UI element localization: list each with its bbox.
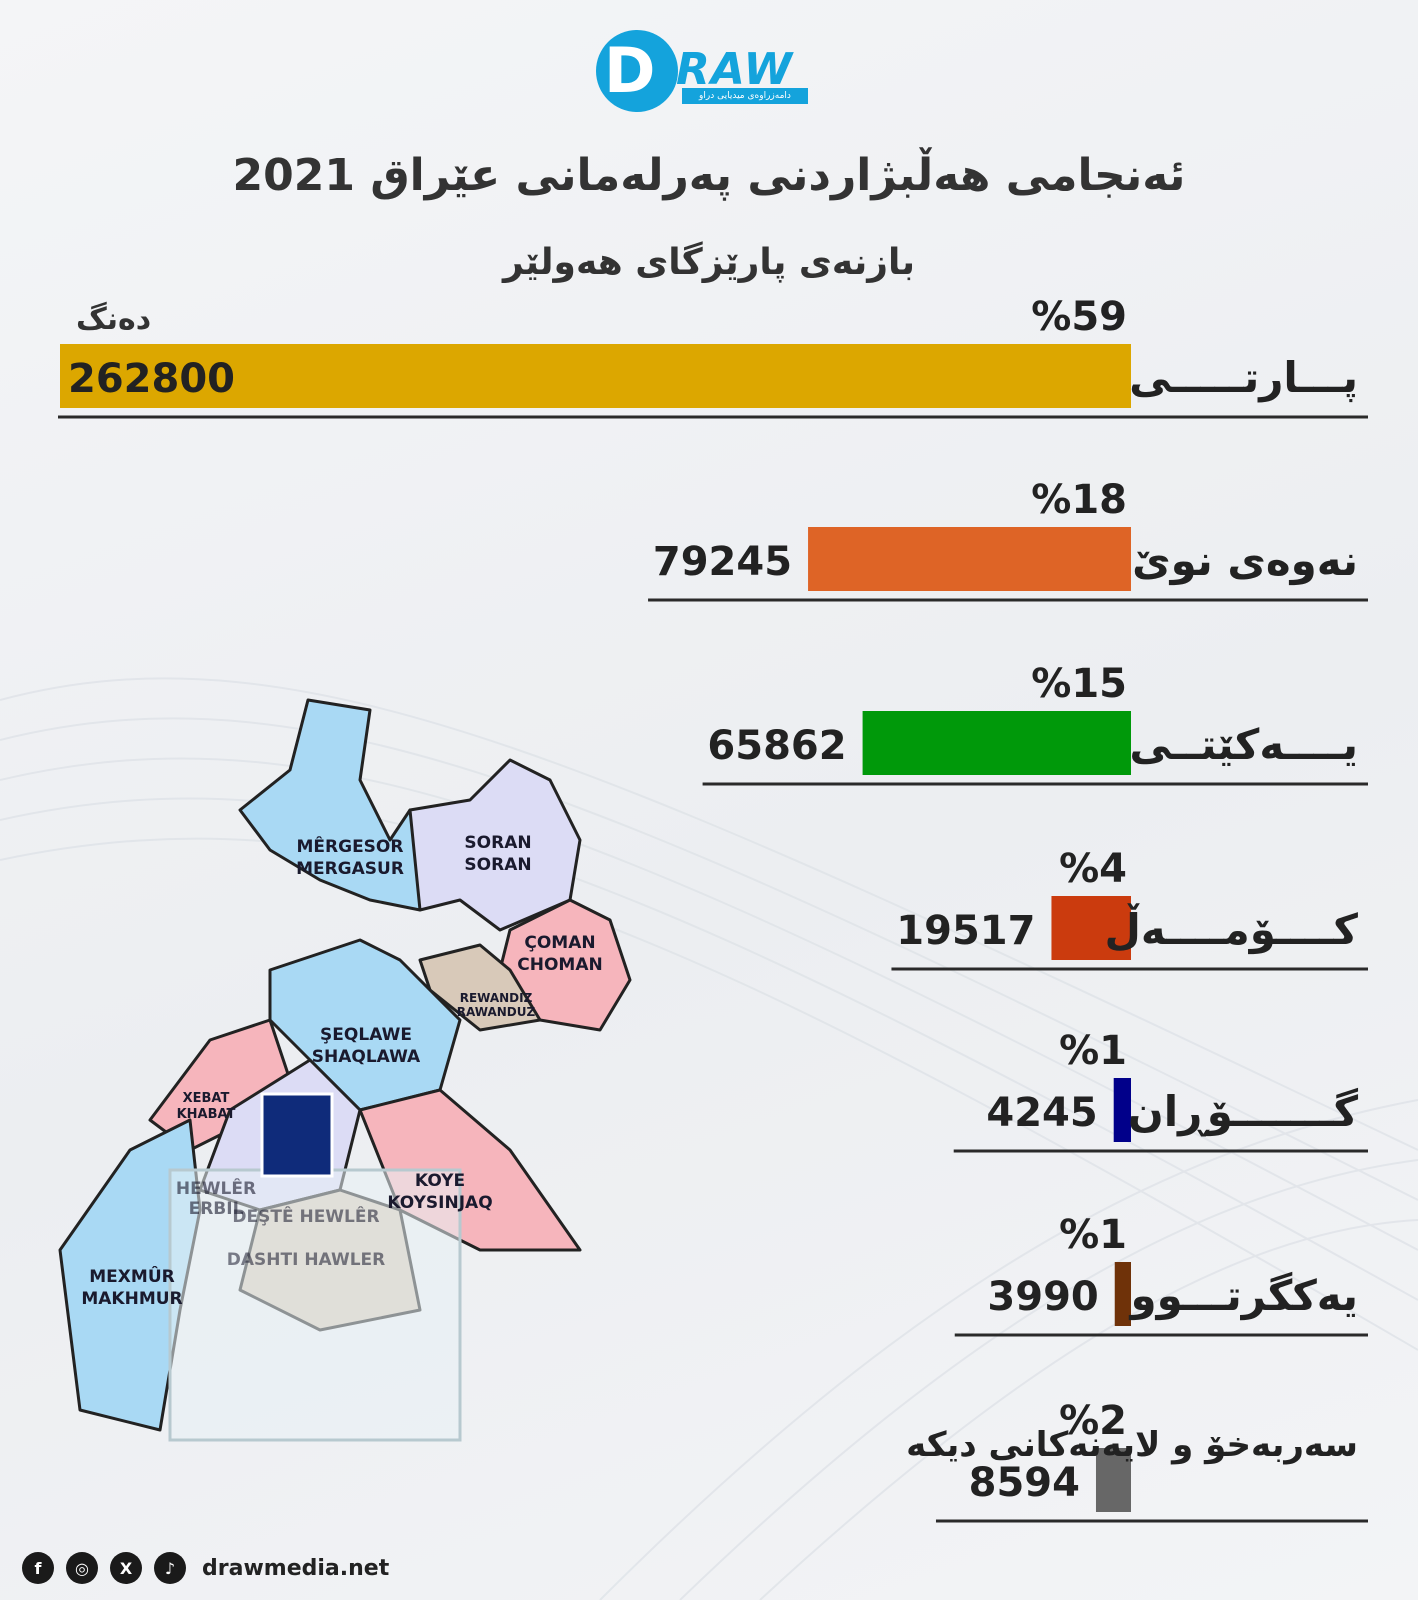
bar-5	[1114, 1262, 1131, 1326]
footer: f ◎ X ♪ drawmedia.net	[22, 1548, 389, 1588]
value-label-0: 262800	[68, 356, 235, 402]
map-label-shaqlawa: ŞEQLAWE	[320, 1025, 412, 1045]
map-label-mergasur: MÊRGESOR	[297, 835, 404, 857]
category-label-1: نەوەی نوێ	[1132, 536, 1358, 586]
map-label-makhmur: MEXMÛR	[89, 1265, 174, 1287]
ballot-box	[168, 1168, 462, 1442]
bar-2	[862, 711, 1131, 775]
map-label-rawanduz-en: RAWANDUZ	[457, 1005, 536, 1019]
map-label-koysinjaq-en: KOYSINJAQ	[387, 1193, 492, 1213]
value-label-4: 4245	[986, 1090, 1097, 1136]
category-label-3: کــــۆمــــەڵ	[1104, 903, 1358, 955]
value-label-5: 3990	[987, 1274, 1098, 1320]
map-label-dashti-hawler: DEŞTÊ HEWLÊR	[232, 1205, 379, 1227]
map-label-choman-en: CHOMAN	[517, 955, 602, 975]
logo-circle	[596, 30, 678, 112]
bar-1	[808, 527, 1131, 591]
page-subtitle: بازنەی پارێزگای هەولێر	[502, 242, 916, 283]
category-label-6: سەربەخۆ و لایەنەکانی دیکە	[906, 1425, 1358, 1465]
map-label-khabat-en: KHABAT	[177, 1107, 236, 1122]
map-label-dashti-hawler-en: DASHTI HAWLER	[227, 1250, 386, 1270]
bar-6	[1095, 1448, 1131, 1512]
map-label-rawanduz: REWANDIZ	[460, 991, 533, 1005]
percent-label-0: %59	[1031, 294, 1127, 340]
logo-letter: D	[604, 34, 656, 107]
x-icon[interactable]: X	[110, 1552, 142, 1584]
value-label-1: 79245	[653, 539, 792, 585]
map-label-soran: SORAN	[464, 833, 531, 853]
bar-3	[1051, 896, 1131, 960]
map-label-mergasur-en: MERGASUR	[296, 859, 404, 879]
percent-label-2: %15	[1031, 661, 1127, 707]
erbil-map: MÊRGESOR MERGASUR SORAN SORAN ÇOMAN CHOM…	[58, 698, 632, 1442]
map-label-makhmur-en: MAKHMUR	[81, 1289, 182, 1309]
map-label-soran-en: SORAN	[464, 855, 531, 875]
value-label-2: 65862	[707, 723, 846, 769]
logo-tagline: دامەزراوەی میدیایی دراو	[682, 88, 808, 104]
logo-word: RAW	[676, 44, 794, 95]
category-label-4: گـــــــۆڕان	[1128, 1087, 1359, 1137]
percent-label-1: %18	[1031, 477, 1127, 523]
map-label-erbil-en: ERBIL	[189, 1199, 244, 1219]
category-label-0: پـــارتـــــی	[1129, 353, 1358, 403]
percent-label-5: %1	[1059, 1212, 1127, 1258]
page-title: ئەنجامی هەڵبژاردنی پەرلەمانی عێراق 2021	[232, 150, 1186, 201]
value-label-6: 8594	[969, 1460, 1080, 1506]
value-label-3: 19517	[896, 908, 1035, 954]
map-label-choman: ÇOMAN	[524, 933, 595, 953]
website-link[interactable]: drawmedia.net	[202, 1555, 390, 1581]
map-label-khabat: XEBAT	[183, 1091, 230, 1106]
percent-label-4: %1	[1059, 1028, 1127, 1074]
facebook-icon[interactable]: f	[22, 1552, 54, 1584]
ballot-paper-icon	[260, 1092, 334, 1178]
map-label-koysinjaq: KOYE	[415, 1171, 465, 1191]
category-label-2: یــــەکێتــی	[1129, 720, 1358, 769]
instagram-icon[interactable]: ◎	[66, 1552, 98, 1584]
map-label-erbil: HEWLÊR	[176, 1177, 256, 1199]
draw-logo: D RAW دامەزراوەی میدیایی دراو	[596, 30, 826, 120]
percent-label-6: %2	[1059, 1398, 1127, 1444]
map-region-soran	[408, 758, 582, 932]
bar-4	[1113, 1078, 1131, 1142]
tiktok-icon[interactable]: ♪	[154, 1552, 186, 1584]
map-label-shaqlawa-en: SHAQLAWA	[312, 1047, 421, 1067]
category-label-5: یەکگرتـــوو	[1129, 1271, 1359, 1321]
unit-label: دەنگ	[76, 302, 152, 337]
bar-0	[60, 344, 1131, 408]
percent-label-3: %4	[1059, 846, 1127, 892]
